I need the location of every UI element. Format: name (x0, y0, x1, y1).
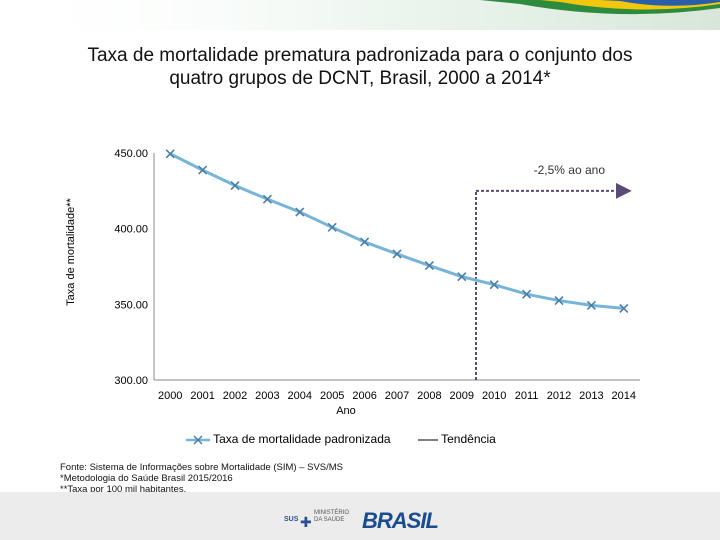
x-tick-label: 2007 (385, 390, 409, 402)
data-point-marker (554, 295, 564, 306)
blue-stripe (600, 0, 720, 6)
data-point-marker (457, 272, 467, 282)
y-tick-label: 450.00 (114, 148, 148, 160)
x-tick-label: 2012 (547, 390, 571, 402)
y-tick-label: 300.00 (114, 375, 148, 387)
x-tick-label: 2005 (320, 390, 344, 402)
x-tick-label: 2011 (515, 390, 539, 402)
ministerio-line-2: DA SAÚDE (314, 517, 345, 523)
x-tick-labels: 2000 2001 2002 2003 2004 2005 2006 2007 2008 2009… (158, 390, 636, 402)
sus-logo: SUS (284, 516, 299, 523)
footnote-methodology: *Metodologia do Saúde Brasil 2015/2016 (60, 473, 233, 484)
ministerio-line-1: MINISTÉRIO (314, 510, 350, 516)
chart-title: Taxa de mortalidade prematura padronizad… (20, 44, 700, 90)
x-tick-label: 2004 (288, 390, 312, 402)
title-line-2: quatro grupos de DCNT, Brasil, 2000 a 20… (169, 68, 551, 89)
data-point-marker (230, 180, 240, 191)
legend-item-trend: Tendência (418, 432, 496, 446)
footer-bar (0, 492, 720, 540)
legend-trend-swatch (418, 439, 438, 441)
x-tick-label: 2001 (190, 390, 214, 402)
data-series (165, 149, 629, 313)
y-tick-label: 400.00 (114, 224, 148, 236)
trend-annotation (475, 182, 632, 380)
trend-annotation-label: -2,5% ao ano (534, 163, 606, 177)
data-point-marker (586, 300, 596, 310)
chart-axes (153, 153, 640, 381)
footnote-source: Fonte: Sistema de Informações sobre Mort… (60, 462, 344, 473)
top-decorative-band (0, 0, 720, 30)
y-axis-label: Taxa de mortalidade** (65, 197, 77, 305)
x-tick-label: 2002 (223, 390, 247, 402)
data-point-marker (522, 289, 532, 299)
legend-trend-label: Tendência (441, 432, 496, 446)
y-tick-labels: 300.00 350.00 400.00 450.00 (114, 148, 148, 387)
x-tick-label: 2010 (482, 390, 506, 402)
data-point-marker (424, 261, 434, 271)
data-point-marker (262, 194, 272, 204)
cross-icon: ✚ (300, 514, 312, 530)
x-tick-label: 2006 (352, 390, 376, 402)
x-tick-label: 2003 (255, 390, 279, 402)
data-point-marker (295, 207, 305, 217)
y-tick-label: 350.00 (114, 299, 148, 311)
footnote-rate: **Taxa por 100 mil habitantes. (60, 484, 187, 495)
brasil-logo: BRASIL (362, 508, 439, 533)
data-point-marker (392, 249, 402, 259)
legend-series-label: Taxa de mortalidade padronizada (213, 432, 391, 446)
title-line-1: Taxa de mortalidade prematura padronizad… (87, 45, 633, 66)
footnotes: Fonte: Sistema de Informações sobre Mort… (60, 462, 343, 495)
legend-series-swatch (186, 435, 210, 445)
x-tick-label: 2008 (417, 390, 441, 402)
ministerio-logo: MINISTÉRIO DA SAÚDE (314, 510, 354, 524)
data-point-marker (619, 303, 629, 313)
x-tick-label: 2000 (158, 390, 182, 402)
x-tick-label: 2014 (612, 390, 636, 402)
x-tick-label: 2009 (450, 390, 474, 402)
x-tick-label: 2013 (579, 390, 603, 402)
data-point-marker (489, 280, 499, 290)
legend-item-series: Taxa de mortalidade padronizada (186, 432, 391, 446)
x-axis-label: Ano (336, 405, 356, 417)
data-point-marker (198, 165, 208, 175)
data-point-marker (360, 237, 370, 247)
data-point-marker (165, 149, 175, 159)
data-point-marker (327, 222, 337, 232)
